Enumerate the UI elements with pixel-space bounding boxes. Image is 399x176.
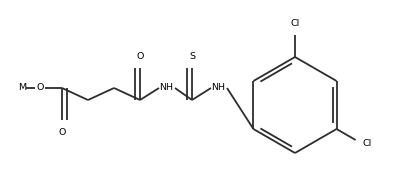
Text: O: O xyxy=(36,83,43,93)
Text: O: O xyxy=(136,52,144,61)
Text: M: M xyxy=(18,83,26,93)
Text: S: S xyxy=(189,52,195,61)
Text: Cl: Cl xyxy=(363,140,372,149)
Text: NH: NH xyxy=(211,83,225,93)
Text: Cl: Cl xyxy=(290,19,300,28)
Text: O: O xyxy=(58,128,66,137)
Text: NH: NH xyxy=(159,83,173,93)
